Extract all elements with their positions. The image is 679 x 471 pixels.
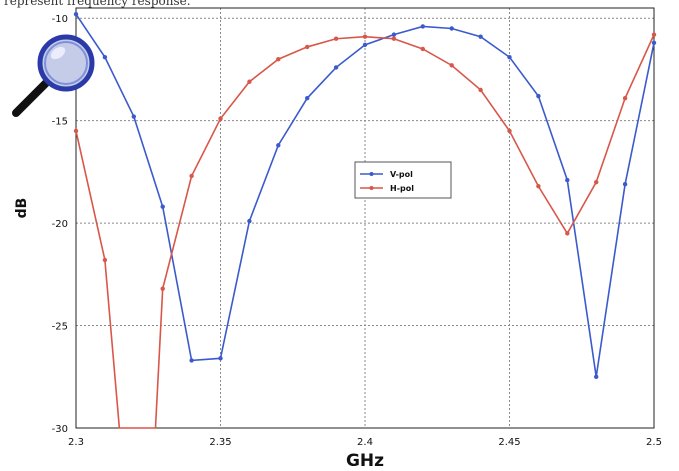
data-point [218,356,223,361]
chart-legend: V-pol H-pol [354,161,452,199]
data-point [218,116,223,121]
figure-caption: represent frequency response. [4,0,191,8]
data-point [333,36,339,41]
x-tick-label: 2.3 [68,437,84,448]
x-tick-label: 2.45 [498,437,520,448]
data-point [622,95,628,101]
data-point [73,128,79,134]
data-point [449,63,454,68]
data-point [305,44,310,50]
y-tick-label: -15 [52,117,68,128]
data-point [160,204,165,209]
series-line [75,34,655,429]
y-tick-label: -10 [52,14,68,25]
chart-series [73,11,657,429]
x-tick-label: 2.5 [646,437,662,448]
data-point [565,231,570,236]
legend-marker [369,172,374,176]
data-point [276,143,281,148]
data-point [102,257,108,263]
magnifier-icon [12,34,95,117]
data-point [507,128,512,134]
series-v-pol [73,11,657,379]
data-point [102,54,108,60]
data-point [565,177,570,183]
data-point [247,218,252,224]
data-point [420,46,425,52]
series-h-pol [73,32,657,429]
legend-label: H-pol [390,184,414,193]
x-tick-label: 2.35 [209,437,231,448]
x-tick-label: 2.4 [357,437,373,448]
data-point [73,11,79,17]
legend-item: V-pol [360,170,413,179]
data-point [420,24,425,29]
data-point [478,34,483,39]
data-point [449,26,454,31]
data-point [276,57,281,62]
legend-item: H-pol [360,184,414,193]
data-point [651,40,657,46]
data-point [333,65,339,70]
plot-frame [75,7,655,429]
y-axis-label: dB [14,198,30,219]
data-point [536,184,541,189]
data-point [478,87,483,93]
y-tick-label: -20 [52,219,68,230]
data-point [305,95,310,101]
data-point [189,173,194,179]
data-point [536,93,541,99]
legend-box [354,161,452,199]
data-point [651,32,657,37]
data-point [362,42,368,48]
y-tick-label: -25 [52,322,68,333]
data-point [362,34,368,39]
y-tick-label: -30 [52,424,68,435]
data-point [391,36,397,41]
data-point [160,286,165,291]
data-point [594,374,599,379]
data-point [131,114,136,119]
data-point [189,358,194,363]
x-axis-label: GHz [346,451,384,471]
legend-marker [369,186,374,190]
data-point [391,32,397,37]
data-point [247,79,252,84]
data-point [594,179,599,185]
data-point [622,181,628,187]
axis-ticks: 2.3 2.35 2.4 2.45 2.5 -10 -15 -20 -25 -30 [52,14,662,448]
chart-grid [75,8,655,429]
data-point [507,54,512,60]
legend-label: V-pol [390,170,413,179]
